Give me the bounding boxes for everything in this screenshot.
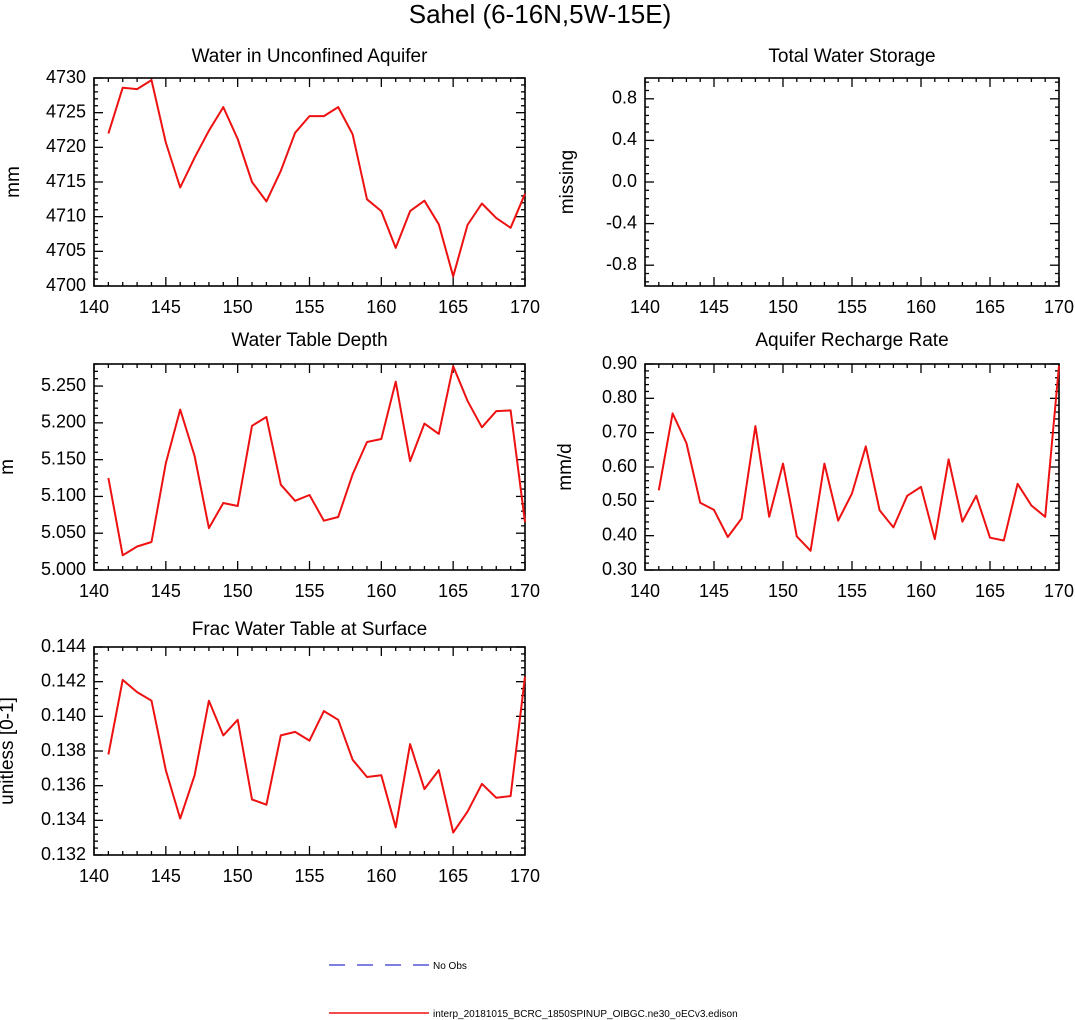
series-line xyxy=(657,365,1060,552)
y-tick-label: 0.138 xyxy=(41,740,86,760)
y-tick-label: 5.250 xyxy=(41,375,86,395)
x-tick-label: 150 xyxy=(223,866,253,886)
panel-total-water-storage: Total Water Storage missing 140 145 150 155 16… xyxy=(557,46,1074,317)
y-tick-label: 0.40 xyxy=(602,524,637,544)
y-axis-label: mm xyxy=(3,166,24,198)
x-tick-label: 160 xyxy=(366,581,396,601)
panel-title: Water in Unconfined Aquifer xyxy=(192,46,429,67)
x-tick-label: 145 xyxy=(151,297,181,317)
y-tick-label: 0.132 xyxy=(41,844,86,864)
x-tick-label: 140 xyxy=(630,581,660,601)
x-tick-label: 170 xyxy=(1044,581,1074,601)
y-tick-label: 0.80 xyxy=(602,387,637,407)
legend-obs-label: No Obs xyxy=(433,961,467,972)
y-tick-label: 5.050 xyxy=(41,522,86,542)
x-tick-label: 155 xyxy=(837,581,867,601)
x-tick-label: 140 xyxy=(79,581,109,601)
y-tick-label: 0.50 xyxy=(602,490,637,510)
panel-title: Frac Water Table at Surface xyxy=(192,619,428,640)
panel-aquifer-recharge-rate: Aquifer Recharge Rate mm/d 140 145 150 155 160… xyxy=(555,330,1074,601)
y-tick-label: 4715 xyxy=(46,171,86,191)
y-tick-label: 0.8 xyxy=(612,88,637,108)
y-tick-label: 0.90 xyxy=(602,353,637,373)
y-tick-label: 5.100 xyxy=(41,485,86,505)
legend-model-label: interp_20181015_BCRC_1850SPINUP_OIBGC.ne… xyxy=(433,1009,738,1020)
y-tick-label: 5.000 xyxy=(41,559,86,579)
x-tick-label: 150 xyxy=(223,581,253,601)
y-tick-label: 0.134 xyxy=(41,809,86,829)
x-tick-label: 170 xyxy=(1044,297,1074,317)
y-tick-label: 0.144 xyxy=(41,636,86,656)
y-axis-label: m xyxy=(0,459,18,475)
x-tick-label: 160 xyxy=(366,297,396,317)
x-tick-label: 150 xyxy=(768,297,798,317)
x-tick-label: 165 xyxy=(438,581,468,601)
x-tick-label: 145 xyxy=(699,297,729,317)
x-tick-label: 170 xyxy=(510,297,540,317)
panel-title: Total Water Storage xyxy=(768,46,935,67)
y-tick-label: -0.4 xyxy=(606,212,637,232)
x-tick-label: 170 xyxy=(510,866,540,886)
y-axis-label: mm/d xyxy=(555,443,576,491)
legend: No Obs interp_20181015_BCRC_1850SPINUP_O… xyxy=(329,961,738,1020)
x-tick-label: 160 xyxy=(906,581,936,601)
panel-title: Water Table Depth xyxy=(231,330,387,351)
x-tick-label: 160 xyxy=(906,297,936,317)
x-tick-label: 165 xyxy=(438,866,468,886)
y-tick-label: 0.0 xyxy=(612,171,637,191)
y-tick-label: -0.8 xyxy=(606,254,637,274)
x-tick-label: 140 xyxy=(79,866,109,886)
y-tick-label: 4725 xyxy=(46,101,86,121)
y-axis-label: missing xyxy=(557,150,578,214)
series-line xyxy=(107,79,526,278)
y-tick-label: 4730 xyxy=(46,67,86,87)
y-tick-label: 4700 xyxy=(46,275,86,295)
x-tick-label: 145 xyxy=(151,581,181,601)
x-tick-label: 165 xyxy=(438,297,468,317)
x-tick-label: 140 xyxy=(630,297,660,317)
y-tick-label: 4705 xyxy=(46,240,86,260)
plot-frame xyxy=(93,363,526,571)
x-tick-label: 155 xyxy=(294,297,324,317)
y-tick-label: 0.142 xyxy=(41,670,86,690)
y-tick-label: 0.136 xyxy=(41,774,86,794)
y-axis-label: unitless [0-1] xyxy=(0,697,18,805)
x-tick-label: 140 xyxy=(79,297,109,317)
panel-frac-water-table-at-surface: Frac Water Table at Surface unitless [0-1… xyxy=(0,619,540,886)
y-tick-label: 0.4 xyxy=(612,129,637,149)
x-tick-label: 150 xyxy=(768,581,798,601)
panel-water-table-depth: Water Table Depth m 140 145 150 155 160 165 170 5… xyxy=(0,330,540,601)
x-tick-label: 155 xyxy=(837,297,867,317)
x-tick-label: 170 xyxy=(510,581,540,601)
x-tick-label: 145 xyxy=(699,581,729,601)
x-tick-label: 150 xyxy=(223,297,253,317)
y-tick-label: 0.60 xyxy=(602,456,637,476)
y-tick-label: 5.150 xyxy=(41,448,86,468)
x-tick-label: 160 xyxy=(366,866,396,886)
figure-title: Sahel (6-16N,5W-15E) xyxy=(409,0,672,29)
x-tick-label: 155 xyxy=(294,581,324,601)
x-tick-label: 155 xyxy=(294,866,324,886)
y-tick-label: 4710 xyxy=(46,205,86,225)
series-line xyxy=(107,676,526,834)
panel-title: Aquifer Recharge Rate xyxy=(755,330,948,351)
x-tick-label: 145 xyxy=(151,866,181,886)
series-line xyxy=(107,365,526,557)
x-tick-label: 165 xyxy=(975,581,1005,601)
plot-frame xyxy=(644,77,1060,287)
y-tick-label: 0.30 xyxy=(602,559,637,579)
x-tick-label: 165 xyxy=(975,297,1005,317)
y-tick-label: 0.140 xyxy=(41,705,86,725)
y-tick-label: 4720 xyxy=(46,136,86,156)
y-tick-label: 0.70 xyxy=(602,421,637,441)
y-tick-label: 5.200 xyxy=(41,412,86,432)
panel-water-in-unconfined-aquifer: Water in Unconfined Aquifer mm 140 145 150 15… xyxy=(3,46,540,317)
